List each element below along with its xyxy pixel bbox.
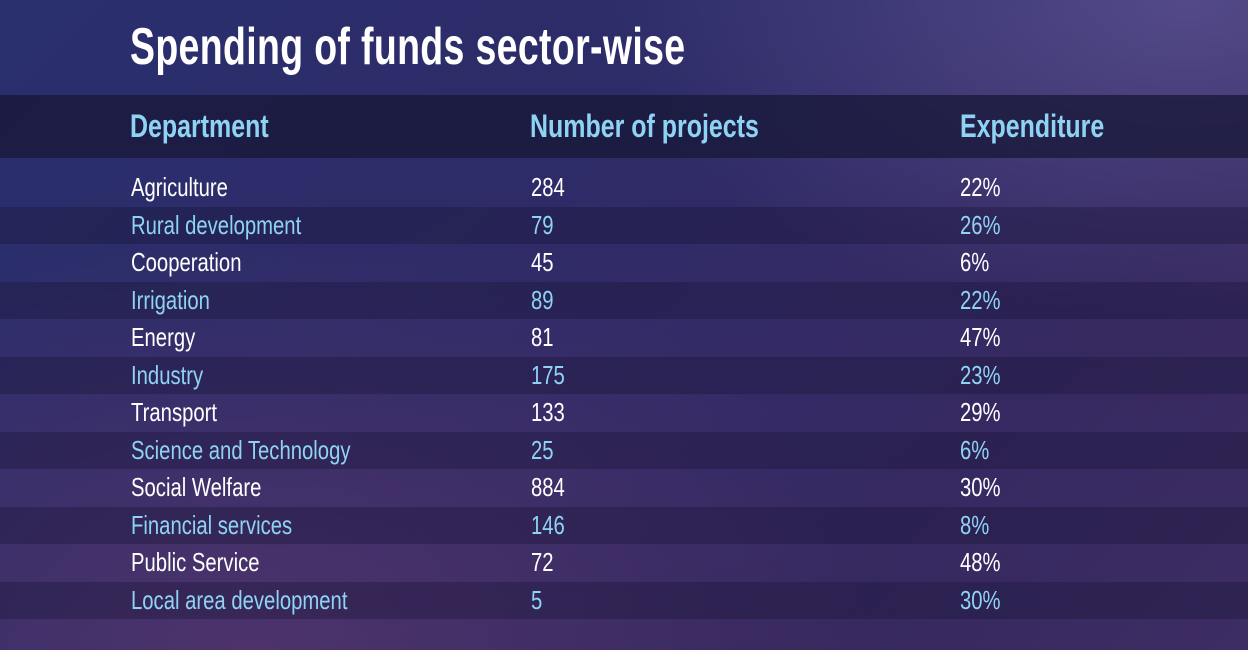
expenditure-cell: 22% xyxy=(960,172,1001,202)
projects-cell: 72 xyxy=(531,547,554,577)
column-header-department: Department xyxy=(130,108,269,144)
expenditure-cell: 30% xyxy=(960,472,1001,502)
department-cell: Irrigation xyxy=(131,284,210,315)
expenditure-cell: 47% xyxy=(960,322,1001,352)
expenditure-cell: 48% xyxy=(960,547,1001,577)
department-cell: Financial services xyxy=(131,509,293,540)
expenditure-cell: 6% xyxy=(960,434,990,465)
projects-cell: 89 xyxy=(531,284,554,315)
expenditure-cell: 29% xyxy=(960,397,1001,427)
expenditure-cell: 8% xyxy=(960,509,990,540)
expenditure-cell: 23% xyxy=(960,359,1001,390)
projects-cell: 79 xyxy=(531,209,554,240)
table-row: Transport 133 29% xyxy=(0,394,1248,432)
department-cell: Social Welfare xyxy=(131,472,262,502)
department-cell: Local area development xyxy=(131,584,348,615)
projects-cell: 45 xyxy=(531,247,554,277)
department-cell: Transport xyxy=(131,397,218,427)
table-row: Cooperation 45 6% xyxy=(0,244,1248,282)
table-row: Local area development 5 30% xyxy=(0,581,1248,619)
expenditure-cell: 6% xyxy=(960,247,990,277)
page-title: Spending of funds sector-wise xyxy=(130,18,686,76)
table-header xyxy=(0,95,1248,158)
department-cell: Industry xyxy=(131,359,204,390)
column-header-projects: Number of projects xyxy=(530,108,759,144)
department-cell: Energy xyxy=(131,322,196,352)
projects-cell: 5 xyxy=(531,584,543,615)
projects-cell: 884 xyxy=(531,472,565,502)
department-cell: Public Service xyxy=(131,547,260,577)
expenditure-cell: 30% xyxy=(960,584,1001,615)
column-header-expenditure: Expenditure xyxy=(960,108,1105,144)
table-row: Social Welfare 884 30% xyxy=(0,469,1248,507)
projects-cell: 175 xyxy=(531,359,565,390)
table-row: Public Service 72 48% xyxy=(0,544,1248,582)
department-cell: Cooperation xyxy=(131,247,242,277)
table-row: Irrigation 89 22% xyxy=(0,281,1248,319)
projects-cell: 284 xyxy=(531,172,565,202)
projects-cell: 146 xyxy=(531,509,565,540)
table-row: Science and Technology 25 6% xyxy=(0,431,1248,469)
projects-cell: 133 xyxy=(531,397,565,427)
table-row: Financial services 146 8% xyxy=(0,506,1248,544)
department-cell: Rural development xyxy=(131,209,302,240)
table-row: Industry 175 23% xyxy=(0,356,1248,394)
department-cell: Agriculture xyxy=(131,172,228,202)
expenditure-cell: 22% xyxy=(960,284,1001,315)
table-row: Energy 81 47% xyxy=(0,319,1248,357)
table-row: Rural development 79 26% xyxy=(0,206,1248,244)
projects-cell: 25 xyxy=(531,434,554,465)
projects-cell: 81 xyxy=(531,322,554,352)
expenditure-cell: 26% xyxy=(960,209,1001,240)
department-cell: Science and Technology xyxy=(131,434,351,465)
table-row: Agriculture 284 22% xyxy=(0,169,1248,207)
